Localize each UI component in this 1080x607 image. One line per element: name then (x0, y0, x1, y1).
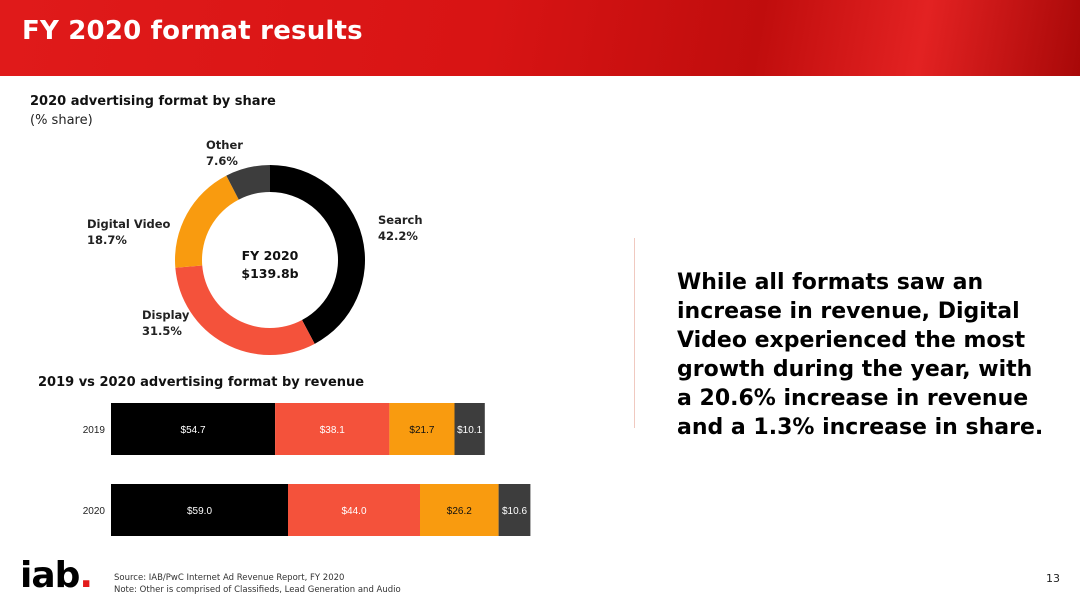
label-search: Search 42.2% (378, 212, 423, 244)
label-digital-video: Digital Video 18.7% (87, 216, 170, 248)
bar-label-2019-0: $54.7 (181, 425, 206, 436)
label-other-pct: 7.6% (206, 154, 238, 168)
bar-label-2020-2: $26.2 (447, 506, 472, 517)
bar-segment-2020-3 (498, 484, 531, 536)
donut-center-year: FY 2020 (241, 248, 299, 263)
header-banner: FY 2020 format results (0, 0, 1080, 76)
bar-segment-2020-0 (111, 484, 288, 536)
bar-segment-2019-0 (111, 403, 276, 455)
bar-label-2019-1: $38.1 (320, 425, 345, 436)
label-display-name: Display (142, 308, 190, 322)
vertical-divider (634, 238, 635, 428)
source-note: Source: IAB/PwC Internet Ad Revenue Repo… (114, 572, 401, 596)
bar-label-2020-1: $44.0 (341, 506, 366, 517)
bar-segment-2019-3 (454, 403, 485, 455)
donut-slice-other (226, 165, 270, 200)
bar-label-2019-3: $10.1 (457, 425, 482, 436)
page-number: 13 (1046, 572, 1060, 585)
bar-segment-2020-1 (288, 484, 420, 536)
label-digital-video-pct: 18.7% (87, 233, 127, 247)
logo-text: iab (20, 555, 80, 596)
bar-category-2019: 2019 (83, 425, 106, 436)
bar-chart-title: 2019 vs 2020 advertising format by reven… (38, 375, 365, 390)
note-line: Note: Other is comprised of Classifieds,… (114, 585, 401, 595)
callout-text: While all formats saw an increase in rev… (677, 270, 1044, 440)
label-display: Display 31.5% (142, 307, 189, 339)
label-search-name: Search (378, 213, 423, 227)
bar-label-2020-0: $59.0 (187, 506, 212, 517)
bar-segment-2020-2 (420, 484, 499, 536)
donut-center-total: $139.8b (241, 266, 299, 281)
donut-title: 2020 advertising format by share (30, 94, 276, 109)
label-digital-video-name: Digital Video (87, 217, 171, 231)
iab-logo: iab. (20, 555, 93, 596)
label-other-name: Other (206, 138, 243, 152)
label-search-pct: 42.2% (378, 229, 418, 243)
source-line: Source: IAB/PwC Internet Ad Revenue Repo… (114, 573, 345, 583)
label-display-pct: 31.5% (142, 324, 182, 338)
donut-subtitle: (% share) (30, 113, 93, 128)
bar-segment-2019-1 (275, 403, 390, 455)
donut-center-label: FY 2020 $139.8b (230, 247, 310, 283)
logo-dot: . (79, 555, 93, 596)
page-title: FY 2020 format results (22, 16, 363, 46)
bar-segment-2019-2 (389, 403, 455, 455)
bar-category-2020: 2020 (83, 506, 106, 517)
bar-label-2020-3: $10.6 (502, 506, 527, 517)
label-other: Other 7.6% (206, 137, 243, 169)
bar-label-2019-2: $21.7 (409, 425, 434, 436)
